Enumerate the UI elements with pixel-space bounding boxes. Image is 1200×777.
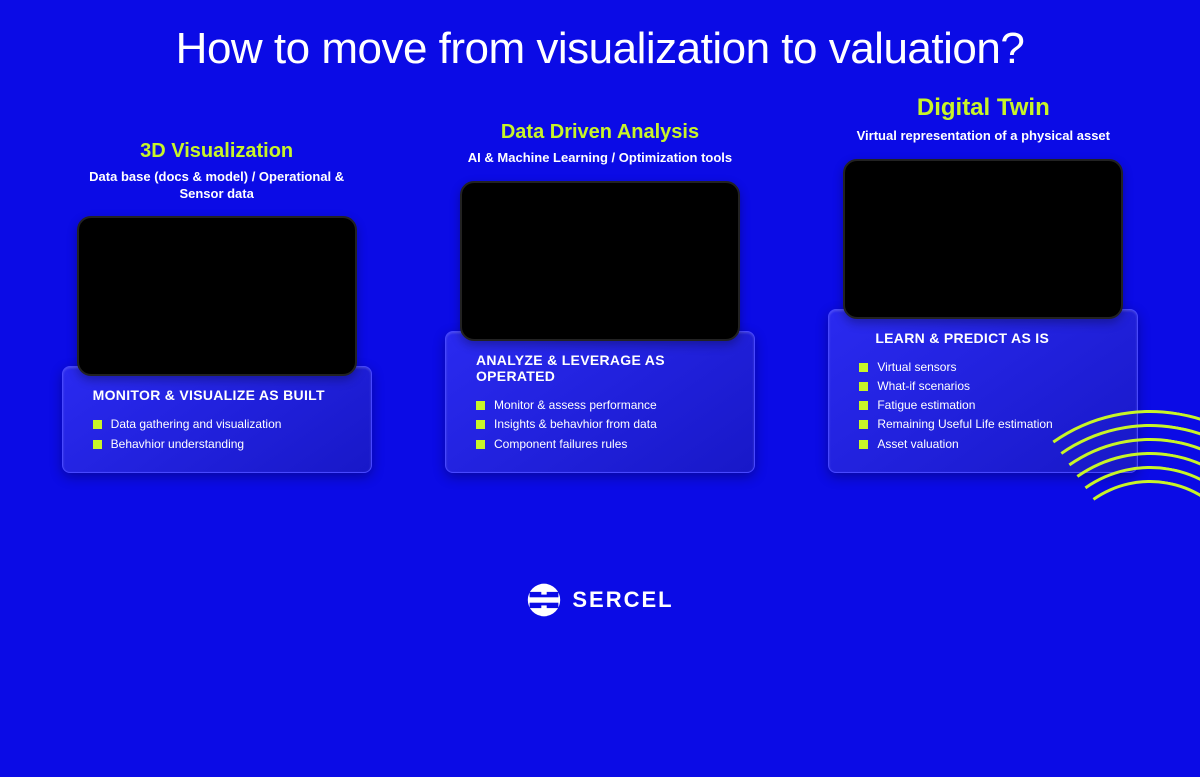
col1-tablet-image (77, 216, 357, 376)
list-item: Data gathering and visualization (93, 415, 349, 434)
logo-text: SERCEL (572, 587, 673, 613)
col3-subheading: Virtual representation of a physical ass… (857, 128, 1110, 145)
col2-panel-title: ANALYZE & LEVERAGE AS OPERATED (468, 352, 732, 384)
list-item: Virtual sensors (859, 358, 1115, 377)
col2-panel: ANALYZE & LEVERAGE AS OPERATED Monitor &… (445, 331, 755, 473)
column-3d-visualization: 3D Visualization Data base (docs & model… (42, 140, 392, 473)
column-data-driven-analysis: Data Driven Analysis AI & Machine Learni… (425, 121, 775, 472)
decorative-arcs (980, 410, 1200, 750)
col2-subheading: AI & Machine Learning / Optimization too… (468, 150, 732, 167)
col3-tablet-image (843, 159, 1123, 319)
col1-panel: MONITOR & VISUALIZE AS BUILT Data gather… (62, 366, 372, 472)
col2-heading: Data Driven Analysis (501, 121, 699, 144)
col1-bullet-list: Data gathering and visualization Behavhi… (85, 415, 349, 453)
list-item: Behavhior understanding (93, 435, 349, 454)
list-item: Monitor & assess performance (476, 396, 732, 415)
col3-heading: Digital Twin (917, 94, 1050, 122)
page-title: How to move from visualization to valuat… (0, 0, 1200, 74)
list-item: Insights & behavhior from data (476, 415, 732, 434)
col3-panel-title: LEARN & PREDICT AS IS (851, 330, 1115, 346)
col2-bullet-list: Monitor & assess performance Insights & … (468, 396, 732, 454)
list-item: What-if scenarios (859, 377, 1115, 396)
col1-subheading: Data base (docs & model) / Operational &… (72, 169, 362, 203)
list-item: Component failures rules (476, 435, 732, 454)
col1-panel-title: MONITOR & VISUALIZE AS BUILT (85, 387, 349, 403)
col1-heading: 3D Visualization (140, 140, 293, 163)
col2-tablet-image (460, 181, 740, 341)
sercel-logo-icon (526, 582, 562, 618)
